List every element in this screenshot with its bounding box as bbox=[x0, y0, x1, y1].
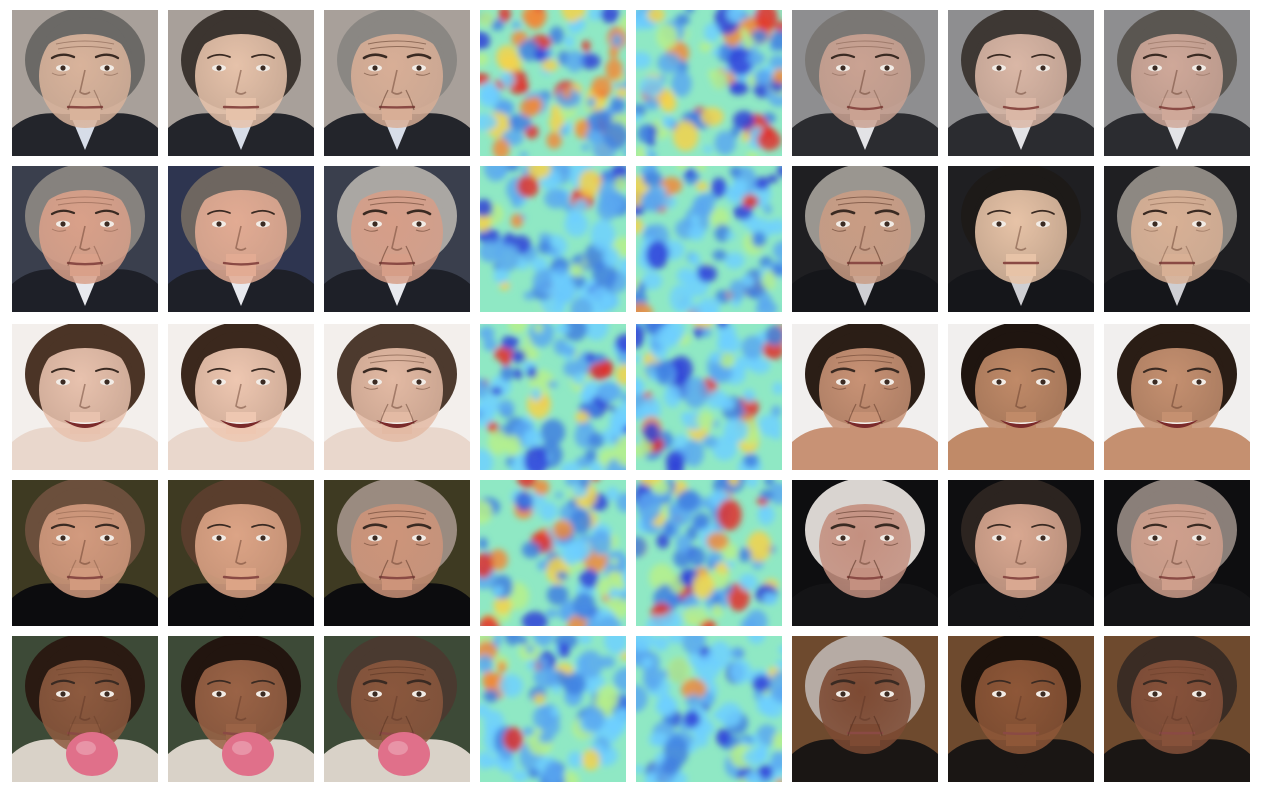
face-image bbox=[12, 636, 158, 782]
row-5-attention-map-1 bbox=[480, 636, 626, 782]
row-3-attention-map-1 bbox=[480, 324, 626, 470]
face-image bbox=[324, 636, 470, 782]
row-1-aged-photo bbox=[324, 10, 470, 156]
heatmap-image bbox=[480, 636, 626, 782]
row-5-reference-photo bbox=[792, 636, 938, 782]
face-image bbox=[168, 324, 314, 470]
row-4-reference-rejuvenated-photo bbox=[948, 480, 1094, 626]
row-1-attention-map-1 bbox=[480, 10, 626, 156]
heatmap-image bbox=[480, 324, 626, 470]
row-5-reference-rejuvenated-photo bbox=[948, 636, 1094, 782]
row-4-reference-photo bbox=[792, 480, 938, 626]
face-image bbox=[168, 166, 314, 312]
row-2-reference-photo bbox=[792, 166, 938, 312]
heatmap-image bbox=[480, 10, 626, 156]
heatmap-image bbox=[480, 166, 626, 312]
face-image bbox=[12, 324, 158, 470]
row-4-aged-photo bbox=[324, 480, 470, 626]
row-3-rejuvenated-photo bbox=[168, 324, 314, 470]
row-2-attention-map-1 bbox=[480, 166, 626, 312]
row-2-aged-photo bbox=[324, 166, 470, 312]
face-image bbox=[12, 166, 158, 312]
heatmap-image bbox=[636, 324, 782, 470]
face-image bbox=[168, 636, 314, 782]
row-5-rejuvenated-photo bbox=[168, 636, 314, 782]
face-image bbox=[12, 10, 158, 156]
face-image bbox=[792, 10, 938, 156]
row-1-input-photo bbox=[12, 10, 158, 156]
face-image bbox=[168, 10, 314, 156]
row-1-reference-photo bbox=[792, 10, 938, 156]
heatmap-image bbox=[636, 636, 782, 782]
face-image bbox=[792, 166, 938, 312]
row-5-aged-photo bbox=[324, 636, 470, 782]
heatmap-image bbox=[636, 10, 782, 156]
row-4-attention-map-2 bbox=[636, 480, 782, 626]
heatmap-image bbox=[636, 480, 782, 626]
row-3-input-photo bbox=[12, 324, 158, 470]
face-image bbox=[168, 480, 314, 626]
face-image bbox=[1104, 10, 1250, 156]
row-3-reference-photo bbox=[792, 324, 938, 470]
face-image bbox=[948, 324, 1094, 470]
heatmap-image bbox=[636, 166, 782, 312]
row-3-reference-aged-photo bbox=[1104, 324, 1250, 470]
row-2-attention-map-2 bbox=[636, 166, 782, 312]
row-1-reference-rejuvenated-photo bbox=[948, 10, 1094, 156]
face-image bbox=[792, 636, 938, 782]
face-image bbox=[948, 166, 1094, 312]
row-4-rejuvenated-photo bbox=[168, 480, 314, 626]
row-5-reference-aged-photo bbox=[1104, 636, 1250, 782]
row-3-reference-rejuvenated-photo bbox=[948, 324, 1094, 470]
row-1-rejuvenated-photo bbox=[168, 10, 314, 156]
row-1-reference-aged-photo bbox=[1104, 10, 1250, 156]
row-1-attention-map-2 bbox=[636, 10, 782, 156]
row-2-rejuvenated-photo bbox=[168, 166, 314, 312]
row-2-reference-rejuvenated-photo bbox=[948, 166, 1094, 312]
face-image bbox=[1104, 636, 1250, 782]
face-image bbox=[12, 480, 158, 626]
face-image bbox=[792, 324, 938, 470]
face-image bbox=[948, 636, 1094, 782]
face-image bbox=[1104, 480, 1250, 626]
row-5-input-photo bbox=[12, 636, 158, 782]
row-2-input-photo bbox=[12, 166, 158, 312]
row-4-reference-aged-photo bbox=[1104, 480, 1250, 626]
face-image bbox=[324, 480, 470, 626]
face-image bbox=[792, 480, 938, 626]
face-image bbox=[1104, 166, 1250, 312]
face-image bbox=[1104, 324, 1250, 470]
row-4-input-photo bbox=[12, 480, 158, 626]
face-image bbox=[324, 10, 470, 156]
face-image bbox=[948, 10, 1094, 156]
row-3-aged-photo bbox=[324, 324, 470, 470]
heatmap-image bbox=[480, 480, 626, 626]
face-image bbox=[324, 324, 470, 470]
row-5-attention-map-2 bbox=[636, 636, 782, 782]
row-3-attention-map-2 bbox=[636, 324, 782, 470]
row-4-attention-map-1 bbox=[480, 480, 626, 626]
face-image bbox=[948, 480, 1094, 626]
face-image bbox=[324, 166, 470, 312]
row-2-reference-aged-photo bbox=[1104, 166, 1250, 312]
